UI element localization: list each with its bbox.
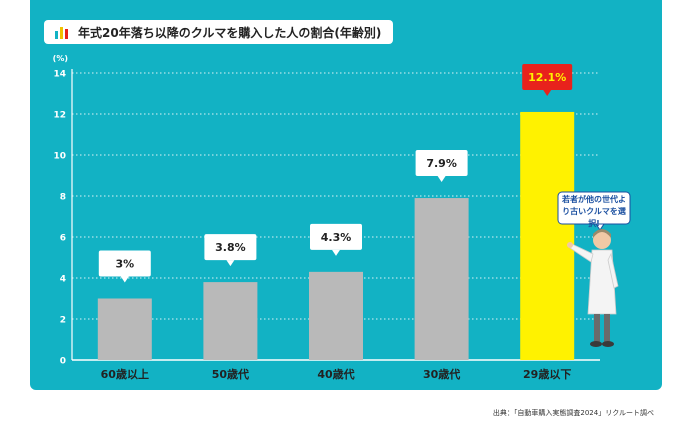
person-illustration <box>567 229 619 347</box>
y-tick-label: 10 <box>53 152 66 162</box>
data-callout-pointer <box>226 260 235 267</box>
data-label: 3% <box>115 258 134 271</box>
y-tick-label: 4 <box>60 275 66 285</box>
speech-bubble-shape <box>557 191 631 230</box>
data-label: 12.1% <box>528 71 566 84</box>
data-callout-pointer <box>332 249 340 256</box>
data-callout <box>204 234 257 261</box>
data-callout-pointer <box>437 176 446 183</box>
data-callout <box>522 63 573 90</box>
source-note: 出典：「自動車購入実態調査2024」リクルート調べ <box>492 409 654 417</box>
bar-chart-icon <box>55 27 68 39</box>
chart-title: 年式20年落ち以降のクルマを購入した人の割合(年齢別) <box>44 20 394 44</box>
data-callout <box>98 250 151 277</box>
category-label: 40歳代 <box>317 367 354 381</box>
y-tick-label: 0 <box>60 357 66 367</box>
data-label: 3.8% <box>215 241 246 254</box>
category-label: 29歳以下 <box>523 367 571 381</box>
speech-bubble-text: 若者が他の世代より古いクルマを選択! <box>562 195 626 228</box>
y-tick-label: 6 <box>60 234 66 244</box>
chart-title-text: 年式20年落ち以降のクルマを購入した人の割合(年齢別) <box>78 25 382 40</box>
data-callout-pointer <box>543 89 552 96</box>
data-label: 7.9% <box>426 157 457 170</box>
category-label: 30歳代 <box>423 367 460 381</box>
bar <box>414 198 469 360</box>
data-callout-pointer <box>120 276 129 283</box>
bar <box>520 111 575 360</box>
data-callout <box>310 223 362 250</box>
data-label: 4.3% <box>321 231 352 244</box>
y-tick-label: 14 <box>53 70 66 80</box>
bar <box>309 271 363 360</box>
bar <box>203 282 258 360</box>
data-callout <box>415 150 468 177</box>
y-axis-label: (%) <box>53 54 68 63</box>
bar <box>97 298 152 360</box>
y-tick-label: 12 <box>53 111 66 121</box>
y-tick-label: 2 <box>60 316 66 326</box>
speech-bubble: 若者が他の世代より古いクルマを選択! <box>556 190 632 270</box>
category-label: 50歳代 <box>212 367 249 381</box>
y-tick-label: 8 <box>60 193 66 203</box>
category-label: 60歳以上 <box>101 367 149 381</box>
